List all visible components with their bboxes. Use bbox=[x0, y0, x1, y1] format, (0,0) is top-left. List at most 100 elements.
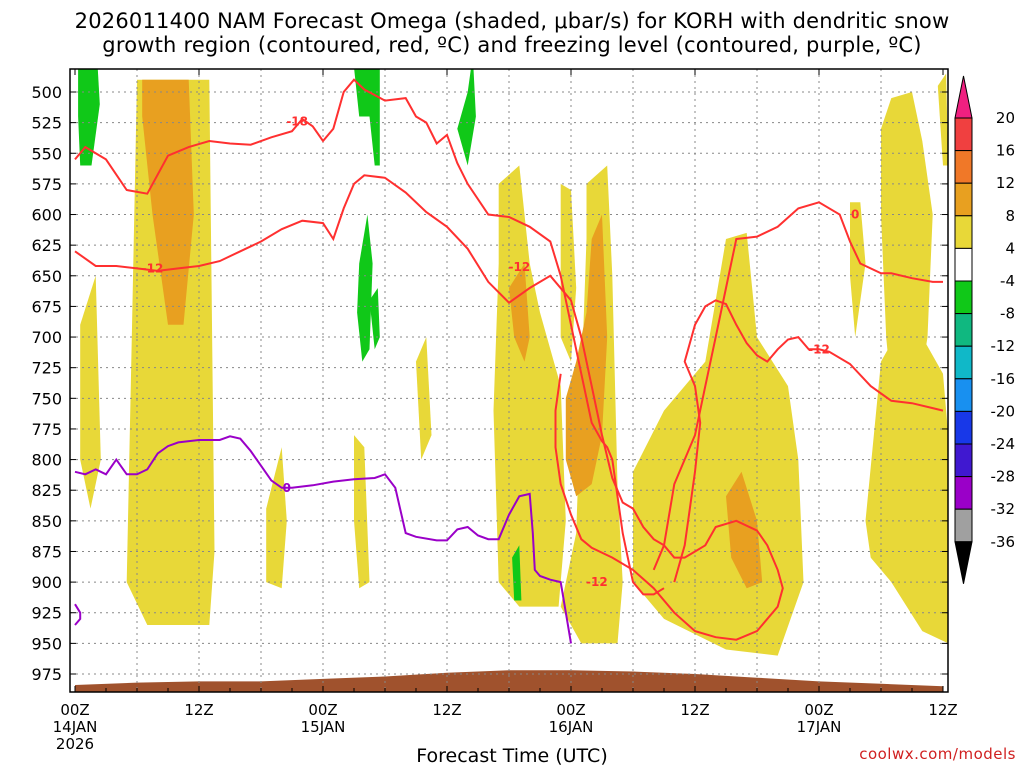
omega-region-8to12 bbox=[509, 263, 530, 362]
colorbar-segment bbox=[954, 476, 973, 510]
colorbar-segment bbox=[954, 215, 973, 249]
colorbar-label: 12 bbox=[996, 174, 1015, 192]
colorbar-label: -12 bbox=[991, 337, 1016, 355]
x-tick-label: 12Z bbox=[680, 701, 709, 719]
omega-region-4to8 bbox=[354, 435, 370, 589]
colorbar-segment bbox=[954, 313, 973, 347]
colorbar-bottom-arrow bbox=[954, 541, 973, 584]
colorbar-label: -24 bbox=[991, 435, 1016, 453]
contour-label: 0 bbox=[851, 208, 859, 222]
freezing-level-label: 0 bbox=[283, 481, 291, 495]
x-tick-label: 14JAN bbox=[53, 718, 98, 736]
y-tick-label: 875 bbox=[31, 542, 62, 561]
y-tick-label: 800 bbox=[31, 451, 62, 470]
y-tick-label: 975 bbox=[31, 665, 62, 684]
omega-region-neg4to8 bbox=[357, 214, 373, 362]
x-tick-label: 17JAN bbox=[797, 718, 842, 736]
omega-region-4to8 bbox=[865, 324, 948, 644]
y-tick-label: 850 bbox=[31, 512, 62, 531]
omega-region-4to8 bbox=[493, 165, 566, 607]
colorbar-segment bbox=[954, 182, 973, 217]
colorbar-label: -4 bbox=[1000, 272, 1015, 290]
colorbar-label: -28 bbox=[991, 468, 1016, 486]
colorbar-label: -20 bbox=[991, 402, 1016, 420]
freezing-level-contour bbox=[74, 435, 572, 644]
colorbar-label: -8 bbox=[1000, 305, 1015, 323]
omega-region-4to8 bbox=[560, 183, 577, 362]
omega-region-4to8 bbox=[937, 73, 948, 166]
y-tick-label: 775 bbox=[31, 420, 62, 439]
dendritic-contour-line bbox=[74, 174, 784, 641]
y-tick-label: 675 bbox=[31, 297, 62, 316]
y-tick-label: 575 bbox=[31, 175, 62, 194]
y-tick-label: 900 bbox=[31, 573, 62, 592]
colorbar-label: 16 bbox=[996, 142, 1015, 160]
omega-region-4to8 bbox=[266, 447, 287, 589]
y-tick-label: 700 bbox=[31, 328, 62, 347]
x-tick-label: 00Z bbox=[556, 701, 585, 719]
x-tick-label: 16JAN bbox=[549, 718, 594, 736]
y-tick-label: 750 bbox=[31, 389, 62, 408]
colorbar-segment bbox=[954, 247, 973, 282]
y-tick-label: 525 bbox=[31, 114, 62, 133]
x-tick-label: 00Z bbox=[308, 701, 337, 719]
omega-region-neg4to8 bbox=[369, 288, 380, 350]
x-tick-label: 12Z bbox=[184, 701, 213, 719]
colorbar-segment bbox=[954, 378, 973, 412]
contour-label: -12 bbox=[508, 260, 530, 274]
omega-region-8to12 bbox=[565, 214, 608, 497]
x-tick-label: 2026 bbox=[56, 735, 94, 753]
omega-region-4to8 bbox=[850, 202, 866, 338]
x-tick-label: 12Z bbox=[432, 701, 461, 719]
colorbar: 20 16 12 8 4 -4 -8 -12 -16 -20 -24 -28 -32 -36 bbox=[954, 75, 1016, 584]
colorbar-segment bbox=[954, 410, 973, 445]
colorbar-segment bbox=[954, 117, 973, 152]
x-axis-label: Forecast Time (UTC) bbox=[416, 745, 608, 767]
omega-region-neg4to8 bbox=[78, 69, 100, 166]
y-tick-label: 550 bbox=[31, 144, 62, 163]
y-tick-label: 825 bbox=[31, 481, 62, 500]
omega-region-8to12 bbox=[142, 79, 194, 325]
omega-region-8to12 bbox=[726, 471, 763, 589]
plot-area: -18 -12 -12 -12 -12 0 0 bbox=[70, 69, 948, 692]
y-tick-label: 650 bbox=[31, 267, 62, 286]
y-tick-label: 625 bbox=[31, 236, 62, 255]
y-tick-label: 600 bbox=[31, 206, 62, 225]
axes: 500 525 550 575 600 625 650 675 700 725 750 775 800 8… bbox=[31, 69, 958, 753]
contour-label: -12 bbox=[586, 575, 608, 589]
omega-region-neg4to8 bbox=[354, 69, 380, 166]
colorbar-segment bbox=[954, 508, 973, 543]
colorbar-segment bbox=[954, 345, 973, 380]
colorbar-label: -32 bbox=[991, 500, 1016, 518]
y-tick-label: 725 bbox=[31, 359, 62, 378]
colorbar-top-arrow bbox=[954, 75, 973, 119]
colorbar-segment bbox=[954, 150, 973, 184]
contour-label: -12 bbox=[808, 342, 830, 356]
omega-region-neg4to8 bbox=[512, 545, 522, 601]
colorbar-label: 8 bbox=[1005, 207, 1015, 225]
contour-label: -18 bbox=[286, 114, 308, 128]
dendritic-contour-line bbox=[74, 78, 665, 596]
dendritic-contour-line bbox=[673, 299, 944, 583]
x-tick-label: 00Z bbox=[804, 701, 833, 719]
x-tick-label: 00Z bbox=[60, 701, 89, 719]
y-tick-label: 950 bbox=[31, 634, 62, 653]
colorbar-segment bbox=[954, 443, 973, 478]
colorbar-label: 4 bbox=[1005, 239, 1015, 257]
x-tick-label: 12Z bbox=[928, 701, 957, 719]
dendritic-contour-line bbox=[652, 201, 943, 571]
colorbar-segment bbox=[954, 280, 973, 315]
x-tick-label: 15JAN bbox=[301, 718, 346, 736]
freezing-level-contour bbox=[74, 603, 82, 626]
colorbar-label: 20 bbox=[996, 109, 1015, 127]
colorbar-label: -36 bbox=[991, 533, 1016, 551]
chart-title-line-2: growth region (contoured, red, ºC) and f… bbox=[102, 33, 922, 57]
contour-label: -12 bbox=[142, 261, 164, 275]
omega-region-4to8 bbox=[80, 275, 101, 509]
y-tick-label: 500 bbox=[31, 83, 62, 102]
credit-link[interactable]: coolwx.com/models bbox=[859, 745, 1016, 763]
y-tick-label: 925 bbox=[31, 604, 62, 623]
omega-region-4to8 bbox=[705, 386, 726, 509]
chart-title-line-1: 2026011400 NAM Forecast Omega (shaded, μ… bbox=[74, 9, 950, 33]
